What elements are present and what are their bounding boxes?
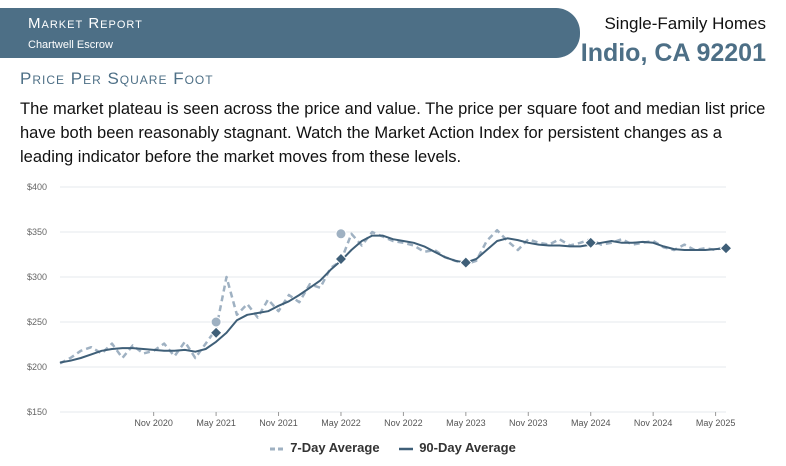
y-tick-label: $200 xyxy=(27,362,47,372)
description-text: The market plateau is seen across the pr… xyxy=(20,100,766,166)
legend-swatch-7day xyxy=(270,447,285,451)
marker-90day xyxy=(209,326,223,340)
y-tick-label: $400 xyxy=(27,182,47,192)
marker-90day xyxy=(584,236,598,250)
x-tick-label: May 2021 xyxy=(196,418,236,428)
price-per-sqft-chart: $150 $200 $250 $300 $350 $400 Nov 2020 May 2021… xyxy=(27,182,736,428)
x-tick-label: Nov 2020 xyxy=(134,418,173,428)
marker-90day xyxy=(334,252,348,266)
report-title: Market Report xyxy=(28,15,143,32)
series-line-90day xyxy=(59,234,727,364)
marker-7day xyxy=(210,316,222,328)
location-title: Indio, CA 92201 xyxy=(580,39,766,67)
chart-legend: 7-Day Average 90-Day Average xyxy=(0,440,786,455)
legend-label-7day: 7-Day Average xyxy=(290,440,380,455)
y-tick-label: $250 xyxy=(27,317,47,327)
legend-label-90day: 90-Day Average xyxy=(419,440,516,455)
y-tick-label: $150 xyxy=(27,407,47,417)
x-tick-label: Nov 2023 xyxy=(509,418,548,428)
y-tick-label: $350 xyxy=(27,227,47,237)
section-title: Price Per Square Foot xyxy=(20,69,214,88)
legend-item-7day: 7-Day Average xyxy=(270,440,380,455)
legend-swatch-90day xyxy=(399,447,414,450)
x-tick-label: May 2022 xyxy=(321,418,361,428)
x-tick-label: May 2025 xyxy=(696,418,736,428)
series-line-7day xyxy=(59,228,727,365)
report-banner: Market Report Chartwell Escrow xyxy=(0,8,580,58)
x-tick-label: Nov 2024 xyxy=(634,418,673,428)
x-tick-label: May 2024 xyxy=(571,418,611,428)
x-tick-label: May 2023 xyxy=(446,418,486,428)
x-tick-label: Nov 2022 xyxy=(384,418,423,428)
x-tick-label: Nov 2021 xyxy=(259,418,298,428)
legend-item-90day: 90-Day Average xyxy=(399,440,516,455)
marker-90day xyxy=(459,256,473,269)
marker-90day xyxy=(719,241,733,255)
company-name: Chartwell Escrow xyxy=(28,39,113,51)
property-type: Single-Family Homes xyxy=(604,14,766,33)
y-tick-label: $300 xyxy=(27,272,47,282)
marker-7day xyxy=(335,228,347,240)
